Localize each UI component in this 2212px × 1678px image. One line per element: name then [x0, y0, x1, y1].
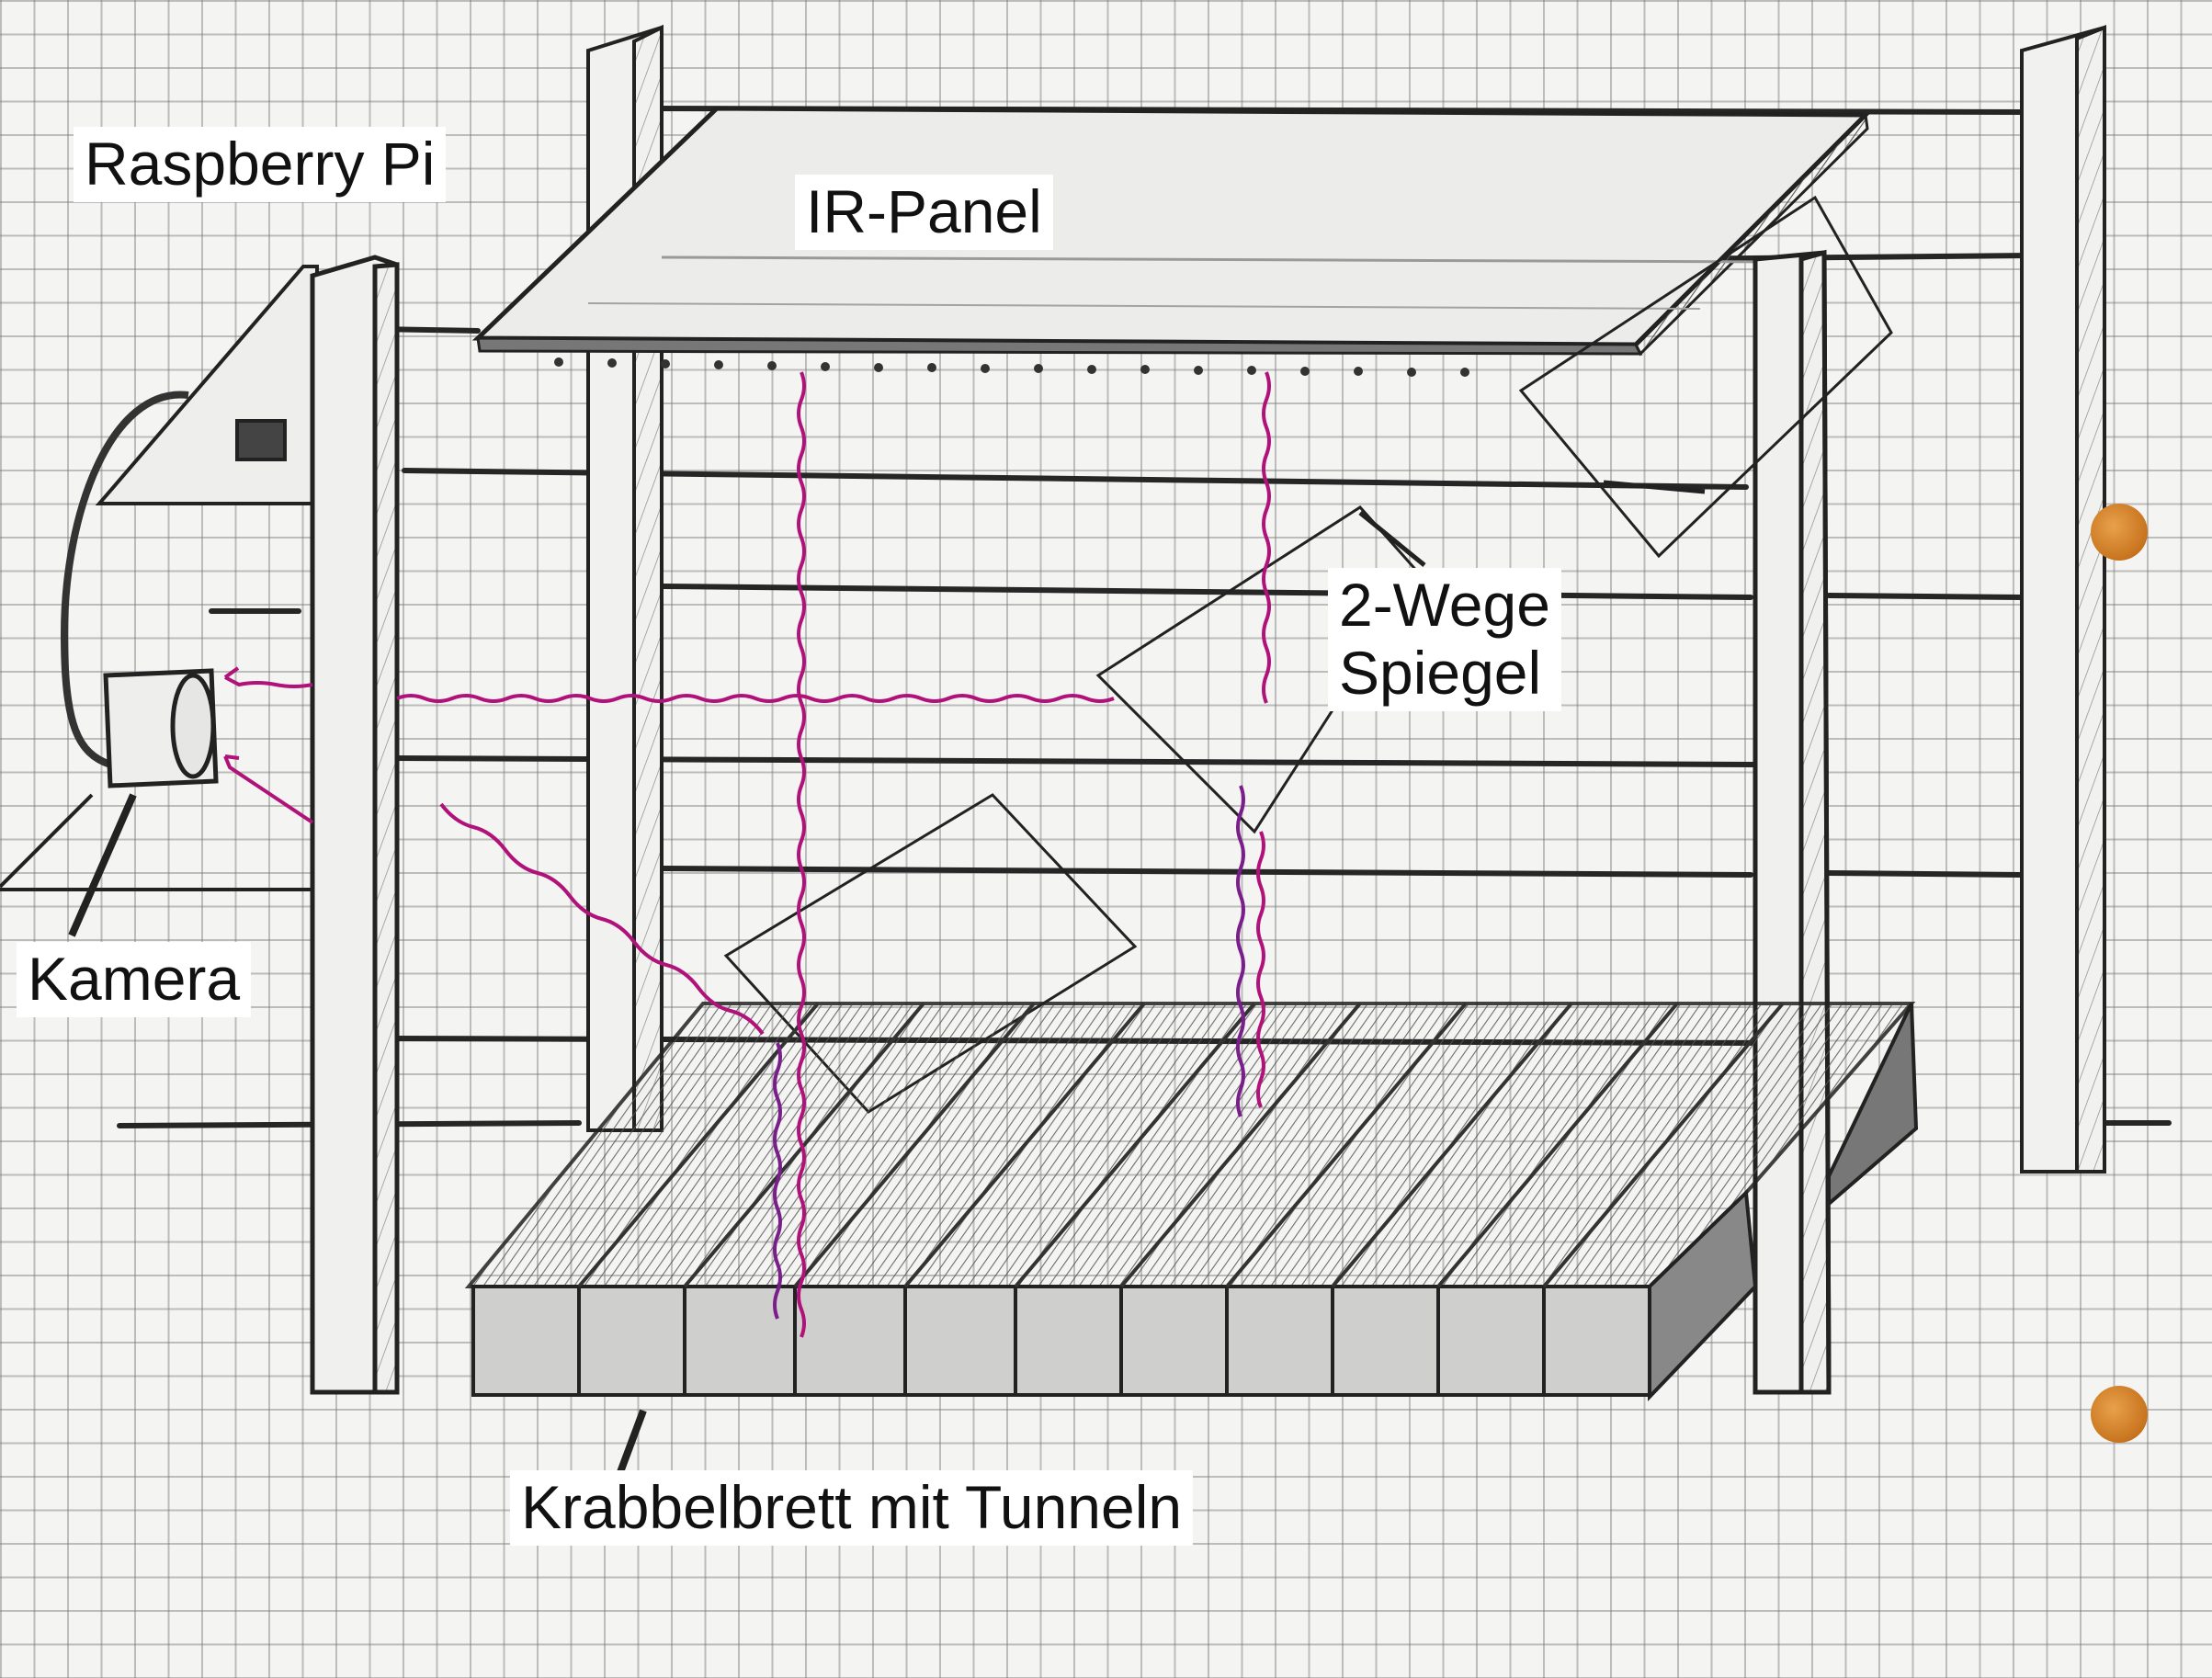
label-two-way-mirror-line1: 2-Wege — [1339, 571, 1550, 639]
front-right-post — [1753, 249, 1832, 1395]
top-mirror — [1518, 195, 1893, 559]
label-two-way-mirror-line2: Spiegel — [1339, 638, 1542, 707]
crawl-board — [464, 1002, 1919, 1481]
leader-lines — [1358, 511, 1426, 567]
label-ir-panel: IR-Panel — [795, 175, 1053, 250]
binder-hole-top — [2091, 504, 2148, 561]
label-raspberry-pi: Raspberry Pi — [74, 127, 447, 202]
ir-led-row — [554, 357, 1469, 377]
ir-panel-plate — [471, 106, 1872, 357]
camera-body — [68, 668, 219, 937]
label-crawl-board: Krabbelbrett mit Tunneln — [510, 1470, 1194, 1546]
label-camera: Kamera — [17, 942, 252, 1017]
raspberry-pi-board — [60, 265, 319, 768]
front-left-post — [310, 255, 400, 1395]
back-right-post — [2020, 25, 2106, 1173]
camera-shelf — [0, 793, 312, 891]
ir-rays-dark — [773, 785, 1245, 1320]
ir-rays — [223, 371, 1271, 1338]
binder-hole-bottom — [2091, 1386, 2148, 1443]
label-two-way-mirror: 2-Wege Spiegel — [1328, 568, 1561, 711]
